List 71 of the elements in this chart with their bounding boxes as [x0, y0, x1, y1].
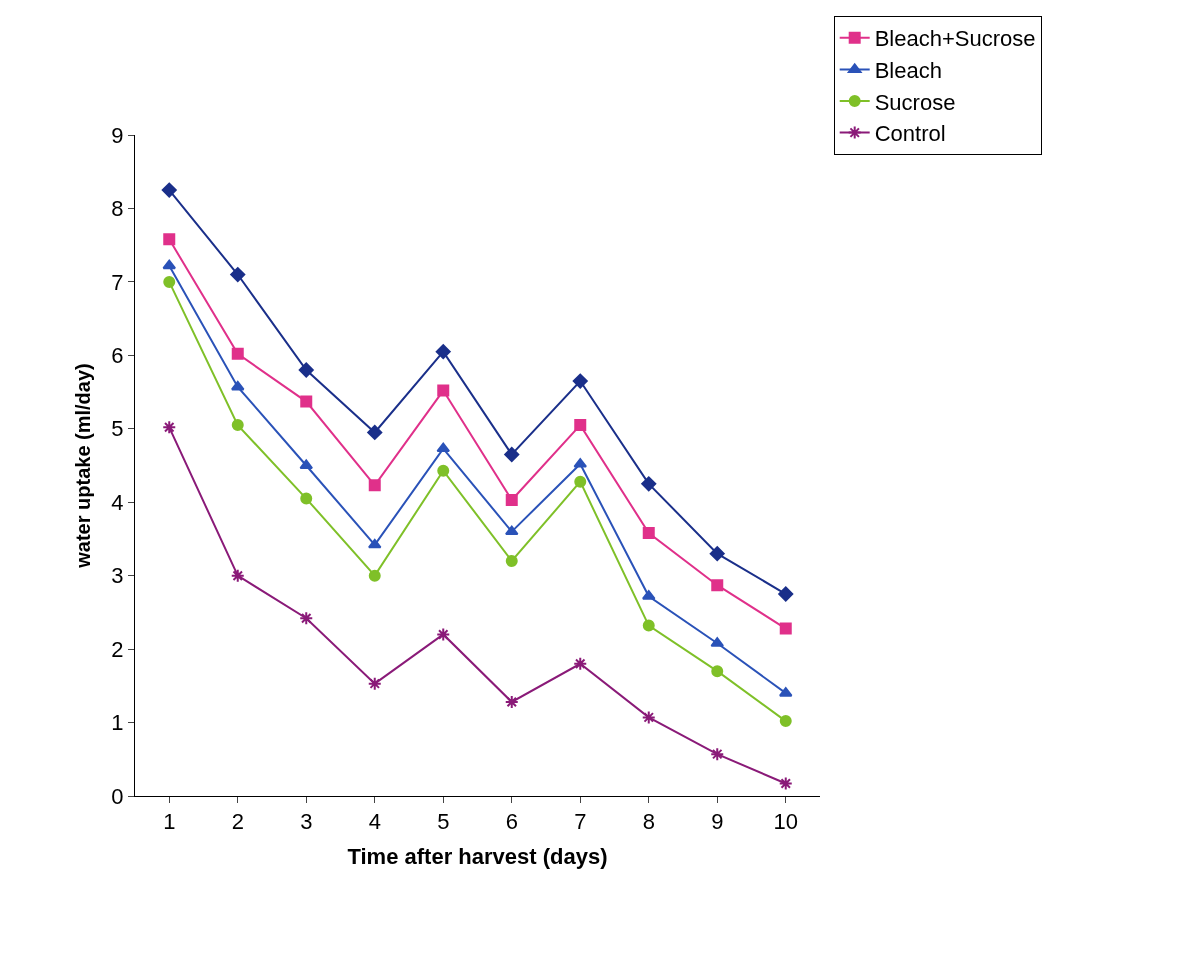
x-tick-label: 3: [300, 809, 313, 835]
point: [504, 525, 519, 536]
point: [437, 384, 450, 397]
point: [778, 586, 794, 602]
point: [574, 475, 587, 488]
point: [367, 538, 382, 549]
x-tick-label: 1: [163, 809, 176, 835]
point: [778, 776, 793, 791]
x-tick-label: 9: [711, 809, 724, 835]
point: [710, 747, 725, 762]
point: [711, 665, 724, 678]
x-tick-label: 4: [368, 809, 381, 835]
legend-label: Bleach+Sucrose: [874, 26, 1036, 52]
point: [298, 362, 314, 378]
point: [436, 627, 451, 642]
point: [231, 419, 244, 432]
x-tick-label: 2: [231, 809, 244, 835]
point: [162, 259, 177, 270]
point: [642, 619, 655, 632]
point: [641, 710, 656, 725]
point: [504, 446, 520, 462]
x-axis-title: Time after harvest (days): [347, 844, 608, 870]
x-tick-label: 7: [574, 809, 587, 835]
y-tick-label: 4: [111, 489, 124, 515]
point: [300, 492, 313, 505]
point: [641, 476, 657, 492]
y-tick-label: 5: [111, 416, 124, 442]
point: [367, 676, 382, 691]
y-tick-label: 3: [111, 563, 124, 589]
y-tick-label: 9: [111, 122, 124, 148]
y-tick-label: 8: [111, 196, 124, 222]
x-tick-label: 6: [505, 809, 518, 835]
point: [505, 554, 518, 567]
point: [437, 464, 450, 477]
x-tick-label: 5: [437, 809, 450, 835]
point: [574, 419, 587, 432]
point: [231, 347, 244, 360]
point: [504, 694, 519, 709]
point: [711, 579, 724, 592]
point: [163, 275, 176, 288]
point: [573, 656, 588, 671]
y-tick-label: 1: [111, 710, 124, 736]
point: [230, 568, 245, 583]
y-axis-title: water uptake (ml/day): [71, 363, 94, 569]
y-tick-label: 7: [111, 269, 124, 295]
y-tick-label: 2: [111, 636, 124, 662]
point: [162, 420, 177, 435]
point: [709, 546, 725, 562]
point: [642, 527, 655, 540]
point: [299, 611, 314, 626]
point: [161, 182, 177, 198]
point: [505, 494, 518, 507]
point: [779, 715, 792, 728]
y-tick-label: 0: [111, 783, 124, 809]
legend-label: Control: [874, 121, 946, 147]
point: [230, 267, 246, 283]
point: [368, 479, 381, 492]
point: [230, 380, 245, 391]
x-tick-label: 10: [773, 809, 798, 835]
point: [572, 373, 588, 389]
legend-label: Sucrose: [874, 89, 956, 115]
point: [368, 569, 381, 582]
point: [779, 622, 792, 635]
point: [436, 442, 451, 453]
legend-label: Bleach: [874, 58, 942, 83]
point: [435, 344, 451, 360]
point: [300, 395, 313, 408]
point: [163, 233, 176, 246]
x-tick-label: 8: [642, 809, 655, 835]
y-tick-label: 6: [111, 343, 124, 369]
point: [367, 424, 383, 440]
